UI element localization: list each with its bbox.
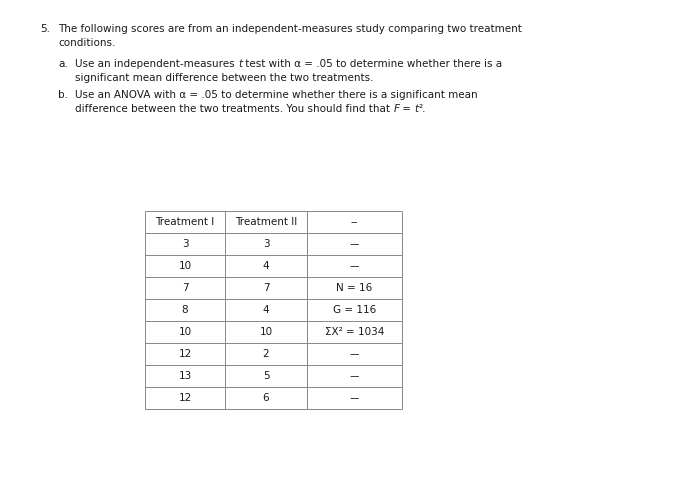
Text: Treatment II: Treatment II [235, 217, 297, 227]
Text: conditions.: conditions. [58, 37, 116, 47]
Text: 13: 13 [178, 371, 192, 381]
Text: difference between the two treatments. You should find that: difference between the two treatments. Y… [75, 103, 393, 114]
Text: 4: 4 [262, 261, 270, 271]
Text: =: = [399, 103, 414, 114]
Text: 10: 10 [178, 261, 192, 271]
Text: ––: –– [349, 261, 360, 271]
Text: 4: 4 [262, 305, 270, 315]
Text: 5.: 5. [40, 24, 50, 34]
Text: 7: 7 [262, 283, 270, 293]
Text: t: t [238, 59, 242, 69]
Text: The following scores are from an independent-measures study comparing two treatm: The following scores are from an indepen… [58, 24, 522, 34]
Text: 2: 2 [262, 349, 270, 359]
Text: 3: 3 [262, 239, 270, 249]
Text: ––: –– [349, 371, 360, 381]
Text: ––: –– [349, 393, 360, 403]
Text: 10: 10 [178, 327, 192, 337]
Text: 7: 7 [182, 283, 188, 293]
Text: 12: 12 [178, 349, 192, 359]
Text: F: F [393, 103, 399, 114]
Text: test with α = .05 to determine whether there is a: test with α = .05 to determine whether t… [242, 59, 502, 69]
Text: Use an ANOVA with α = .05 to determine whether there is a significant mean: Use an ANOVA with α = .05 to determine w… [75, 90, 477, 100]
Text: N = 16: N = 16 [337, 283, 372, 293]
Text: G = 116: G = 116 [333, 305, 376, 315]
Text: ––: –– [349, 239, 360, 249]
Text: ΣX² = 1034: ΣX² = 1034 [325, 327, 384, 337]
Text: a.: a. [58, 59, 68, 69]
Text: Use an independent-measures: Use an independent-measures [75, 59, 238, 69]
Text: 5: 5 [262, 371, 270, 381]
Text: 3: 3 [182, 239, 188, 249]
Text: significant mean difference between the two treatments.: significant mean difference between the … [75, 73, 374, 82]
Text: ––: –– [349, 349, 360, 359]
Text: ².: ². [419, 103, 426, 114]
Text: b.: b. [58, 90, 68, 100]
Text: 10: 10 [260, 327, 272, 337]
Text: --: -- [351, 217, 358, 227]
Text: 8: 8 [182, 305, 188, 315]
Text: 12: 12 [178, 393, 192, 403]
Text: t: t [414, 103, 419, 114]
Text: 6: 6 [262, 393, 270, 403]
Text: Treatment I: Treatment I [155, 217, 215, 227]
